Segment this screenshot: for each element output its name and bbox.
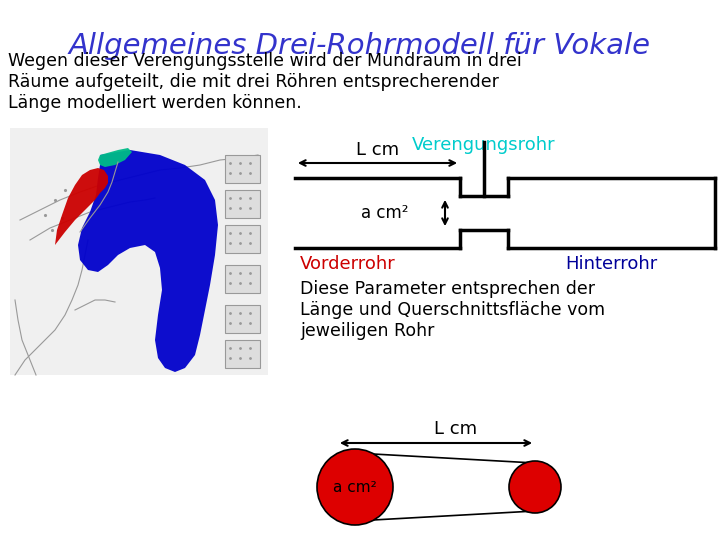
Ellipse shape [509, 461, 561, 513]
Bar [10, 128, 268, 375]
Polygon shape [98, 148, 132, 167]
Text: Verengungsrohr: Verengungsrohr [412, 136, 556, 154]
Text: Allgemeines Drei-Rohrmodell für Vokale: Allgemeines Drei-Rohrmodell für Vokale [69, 32, 651, 60]
Text: L cm: L cm [356, 141, 399, 159]
Bar [225, 340, 260, 368]
Text: a cm²: a cm² [361, 204, 409, 222]
Bar [225, 190, 260, 218]
Bar [225, 155, 260, 183]
Ellipse shape [317, 449, 393, 525]
Text: L cm: L cm [434, 420, 477, 438]
Polygon shape [55, 168, 108, 245]
Bar [225, 265, 260, 293]
Text: Diese Parameter entsprechen der
Länge und Querschnittsfläche vom
jeweiligen Rohr: Diese Parameter entsprechen der Länge un… [300, 280, 605, 340]
Text: Vorderrohr: Vorderrohr [300, 255, 396, 273]
Text: a cm²: a cm² [333, 480, 377, 495]
Polygon shape [78, 150, 218, 372]
Bar [225, 305, 260, 333]
Text: Hinterrohr: Hinterrohr [565, 255, 657, 273]
Bar [225, 225, 260, 253]
Text: Wegen dieser Verengungsstelle wird der Mundraum in drei
Räume aufgeteilt, die mi: Wegen dieser Verengungsstelle wird der M… [8, 52, 522, 112]
